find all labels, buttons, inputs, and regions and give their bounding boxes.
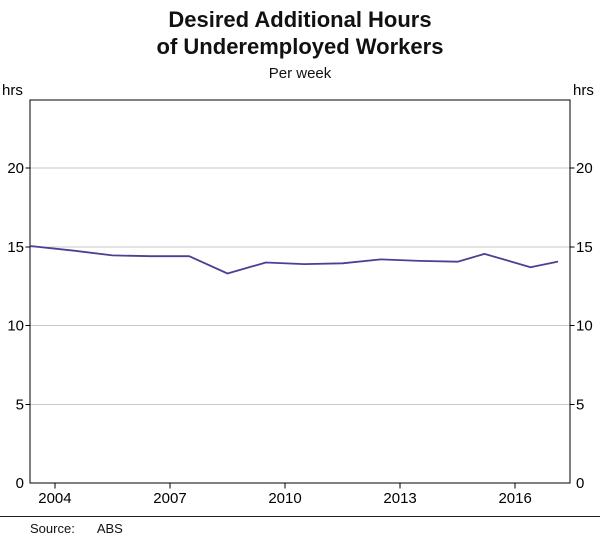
- chart-title: Desired Additional Hours of Underemploye…: [0, 0, 600, 60]
- source-note: Source: ABS: [30, 521, 123, 536]
- x-axis-label: 2013: [383, 490, 416, 507]
- unit-label-right: hrs: [573, 82, 594, 99]
- y-axis-label-left: 20: [7, 160, 24, 177]
- data-line: [29, 245, 559, 275]
- x-axis-label: 2004: [38, 490, 71, 507]
- y-axis-label-left: 10: [7, 318, 24, 335]
- source-value: ABS: [96, 521, 123, 536]
- plot-frame: [29, 99, 571, 484]
- y-axis-label-left: 5: [16, 396, 24, 413]
- y-axis-label-right: 5: [576, 396, 584, 413]
- y-axis-label-right: 15: [576, 239, 593, 256]
- chart-title-line1: Desired Additional Hours: [168, 7, 432, 32]
- x-axis-label: 2016: [498, 490, 531, 507]
- y-axis-label-left: 0: [16, 475, 24, 492]
- unit-label-left: hrs: [2, 82, 23, 99]
- chart-subtitle: Per week: [268, 65, 332, 82]
- source-label: Source:: [30, 521, 75, 536]
- y-axis-label-right: 20: [576, 160, 593, 177]
- y-axis-label-right: 10: [576, 318, 593, 335]
- x-axis-label: 2007: [153, 490, 186, 507]
- x-axis-label: 2010: [268, 490, 301, 507]
- y-axis-label-right: 0: [576, 475, 584, 492]
- chart-title-line2: of Underemployed Workers: [156, 34, 444, 59]
- y-axis-label-left: 15: [7, 239, 24, 256]
